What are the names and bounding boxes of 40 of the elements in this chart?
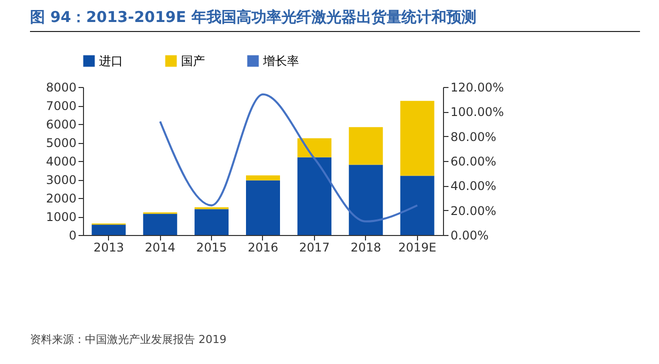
y-tick-label: 7000 [46, 99, 76, 113]
bar [297, 138, 332, 158]
bar [194, 209, 229, 235]
bar [92, 224, 126, 235]
legend-label: 国产 [181, 54, 205, 68]
text: 资料来源：中国激光产业发展报告 2019 [30, 332, 226, 347]
y2-tick-label: 40.00% [450, 179, 496, 194]
y2-tick-label: 60.00% [450, 154, 496, 168]
y-tick-label: 2000 [46, 192, 76, 206]
y-tick-label: 5000 [46, 136, 76, 150]
y2-tick-label: 20.00% [450, 204, 496, 218]
bar [400, 176, 434, 235]
y2-tick-label: 0.00% [450, 228, 489, 242]
chart-title: 图 94：2013-2019E 年我国高功率光纤激光器出货量统计和预测 [30, 8, 640, 32]
bar [400, 100, 434, 176]
x-tick-label: 2014 [144, 240, 176, 254]
line-series [159, 93, 418, 222]
bar [348, 127, 383, 165]
legend-label: 增长率 [262, 54, 299, 68]
x-tick-label: 2013 [93, 240, 124, 254]
y2-tick-label: 100.00% [450, 105, 504, 120]
y-tick-label: 0 [68, 228, 76, 242]
bar [348, 164, 383, 235]
y-tick-label: 6000 [46, 118, 76, 132]
x-tick-label: 2019E [398, 240, 436, 254]
bar [246, 180, 280, 235]
x-tick-label: 2016 [248, 240, 278, 254]
y2-tick-label: 120.00% [450, 80, 504, 94]
legend-label: 进口 [99, 54, 123, 68]
y-tick-label: 1000 [46, 210, 76, 224]
x-tick-label: 2018 [350, 240, 382, 254]
y-tick-label: 8000 [46, 80, 76, 94]
bar [297, 157, 332, 235]
x-tick-label: 2017 [299, 240, 330, 254]
y2-tick-label: 80.00% [450, 130, 496, 144]
bar [143, 214, 178, 235]
y-tick-label: 4000 [46, 154, 76, 168]
x-tick-label: 2015 [196, 240, 227, 254]
bar [246, 175, 280, 180]
y-tick-label: 3000 [46, 173, 76, 187]
